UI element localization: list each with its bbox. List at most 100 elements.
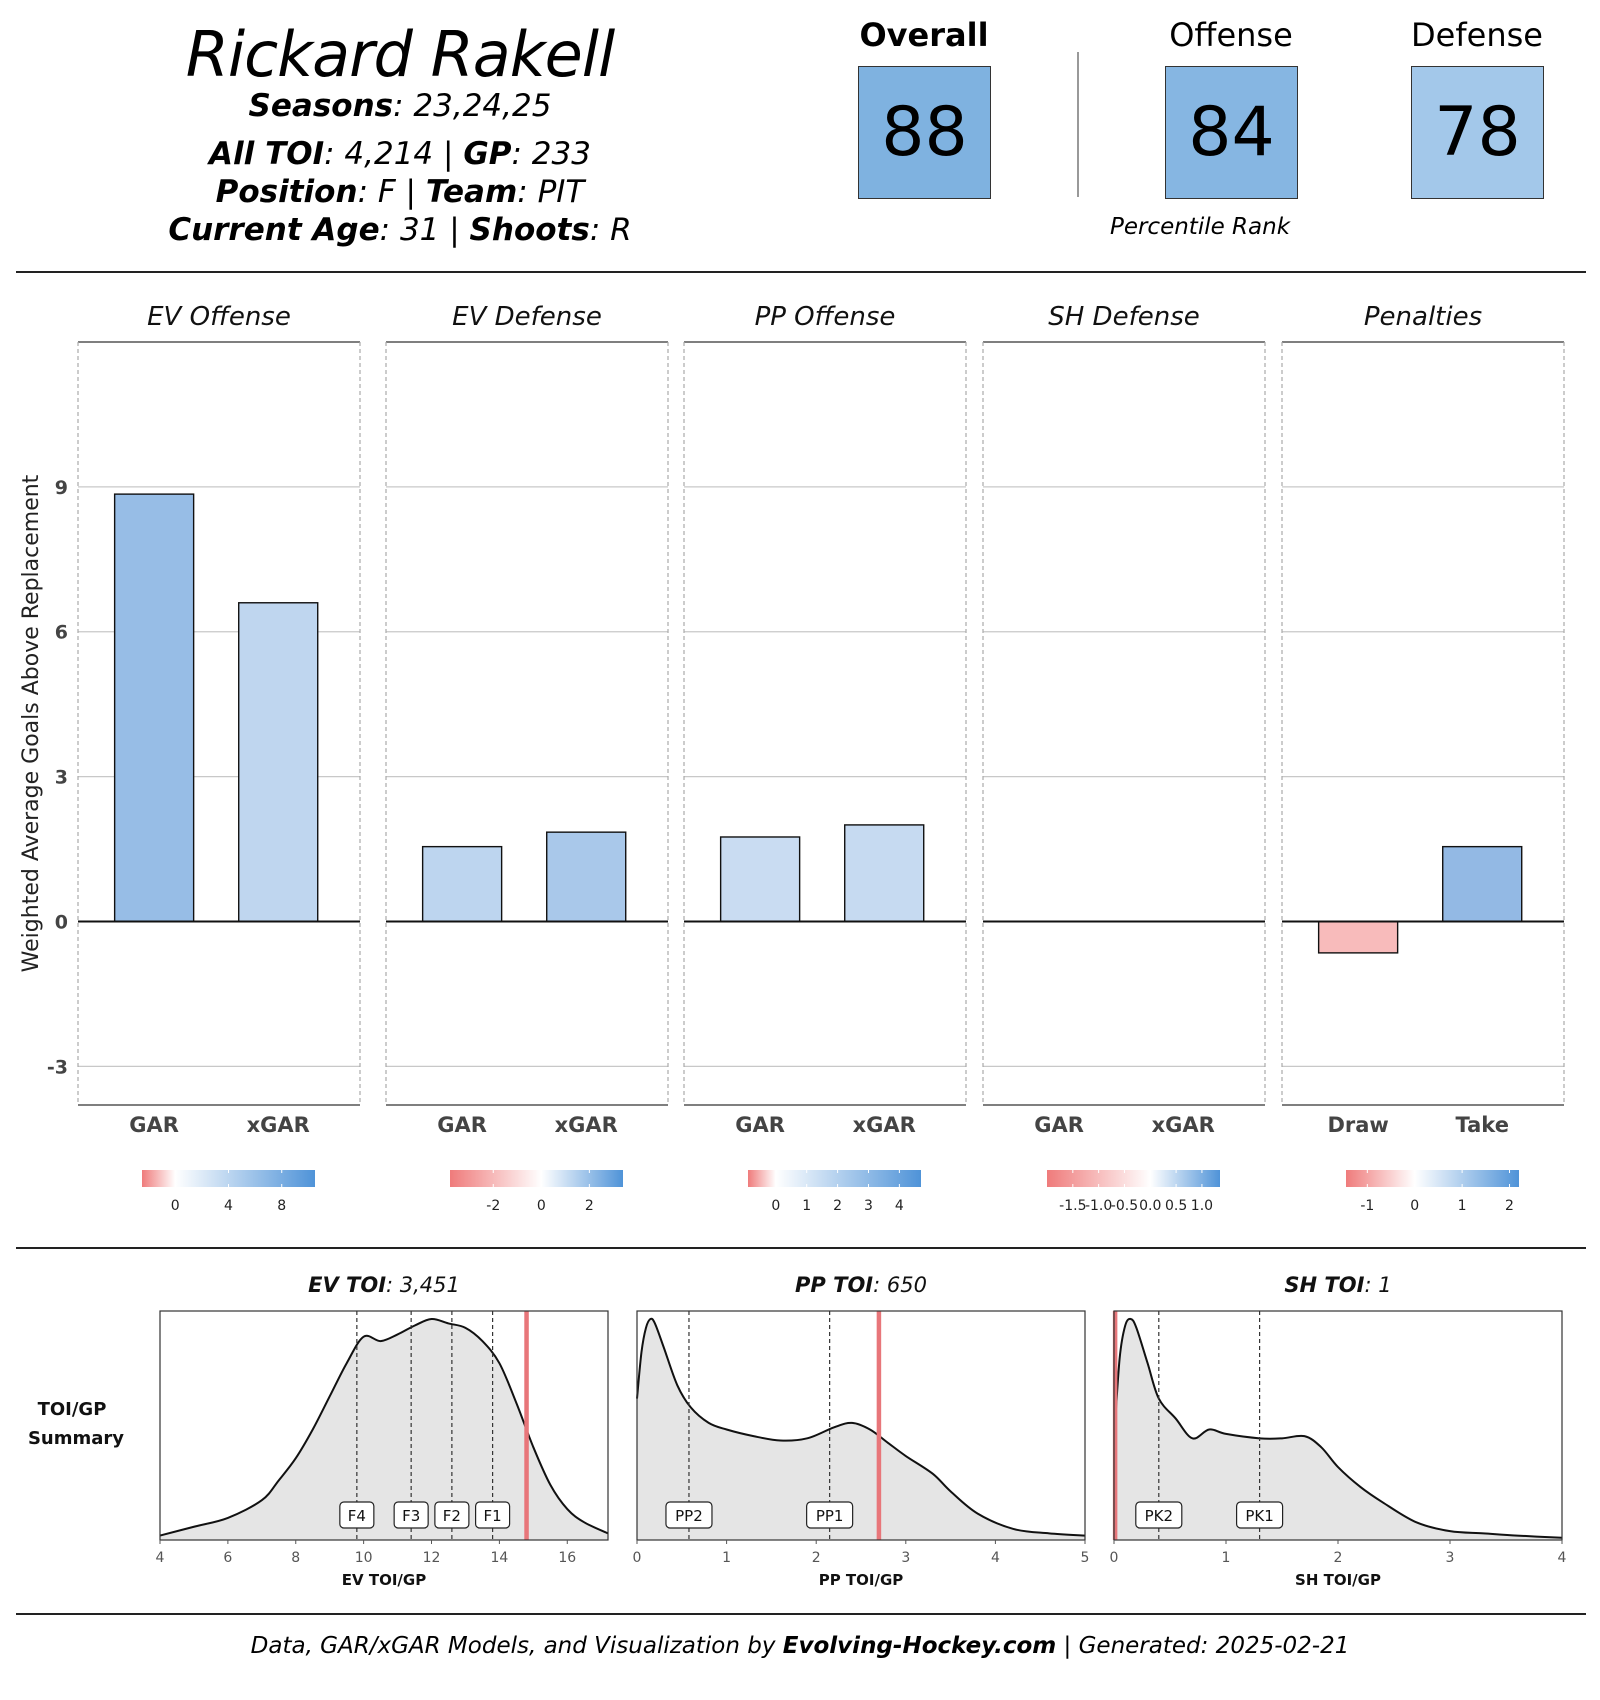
- bar-xgar: [844, 824, 925, 923]
- seasons-value: : 23,24,25: [393, 88, 552, 124]
- x-tick-label: xGAR: [247, 1113, 310, 1137]
- y-tick-label: 6: [55, 622, 68, 644]
- x-tick-label: 16: [558, 1550, 576, 1566]
- density-area: [1114, 1318, 1562, 1540]
- legend-tick-label: -1: [1360, 1198, 1374, 1214]
- defense-label: Defense: [1411, 16, 1543, 54]
- footer-credit: Data, GAR/xGAR Models, and Visualization…: [0, 1633, 1600, 1659]
- tier-marker-label: F2: [443, 1507, 461, 1525]
- panel-title: EV Offense: [147, 302, 291, 332]
- x-tick-label: GAR: [735, 1113, 785, 1137]
- density-area: [160, 1318, 608, 1540]
- x-tick-label: Take: [1456, 1113, 1509, 1137]
- x-tick-label: 3: [1446, 1550, 1455, 1566]
- x-axis-label: PP TOI/GP: [819, 1571, 904, 1589]
- toi-panel-title: SH TOI: 1: [1284, 1273, 1391, 1297]
- legend-tick-label: 0: [771, 1198, 780, 1214]
- row-label-2: Summary: [28, 1428, 124, 1449]
- overall-label: Overall: [859, 16, 989, 54]
- position-team-line: Position: F | Team: PIT: [100, 174, 700, 210]
- toi-panel: SH TOI: 1 PK2 PK1 0 1 2 3 4 SH TOI/GP: [1110, 1273, 1567, 1589]
- legend-tick-label: 0.5: [1165, 1198, 1187, 1214]
- x-tick-label: 4: [156, 1550, 165, 1566]
- x-tick-label: 10: [355, 1550, 373, 1566]
- tier-marker-box: [1235, 1501, 1284, 1529]
- gar-panel: EV Offense GAR xGAR 0 4 8: [77, 302, 361, 1214]
- player-name: Rickard Rakell: [185, 18, 615, 91]
- overall-rank-box: 88: [858, 66, 991, 199]
- x-tick-label: 4: [1558, 1550, 1567, 1566]
- tier-marker-label: PP2: [675, 1507, 703, 1525]
- gar-panel: EV Defense GAR xGAR -2 0 2: [385, 302, 669, 1214]
- toi-panel-frame: [159, 1310, 609, 1541]
- x-tick-label: 5: [1081, 1550, 1090, 1566]
- middle-divider: [16, 1247, 1586, 1249]
- bar-take: [1442, 845, 1523, 923]
- bar-gar: [113, 493, 195, 923]
- header-divider: [16, 271, 1586, 273]
- shoots-label: Shoots: [469, 212, 590, 248]
- toi-panel-frame: [636, 1310, 1086, 1541]
- age-shoots-line: Current Age: 31 | Shoots: R: [100, 212, 700, 248]
- tier-marker-label: PP1: [816, 1507, 844, 1525]
- tier-marker-box: [475, 1501, 511, 1529]
- x-tick-label: Draw: [1327, 1113, 1388, 1137]
- x-tick-label: GAR: [129, 1113, 179, 1137]
- panel-title: SH Defense: [1048, 302, 1200, 332]
- gar-panel: SH Defense GAR xGAR -1.5-1.0-0.5 0.0 0.5 1.0: [982, 302, 1266, 1214]
- toi-title-rest: : 1: [1364, 1273, 1391, 1297]
- rank-divider: [1077, 52, 1079, 197]
- x-tick-label: 14: [490, 1550, 508, 1566]
- y-tick-label: -3: [47, 1056, 68, 1078]
- legend-tick-label: 1.0: [1191, 1198, 1213, 1214]
- toi-title-rest: : 650: [873, 1273, 927, 1297]
- tier-marker-box: [806, 1501, 854, 1529]
- tier-marker-label: F1: [484, 1507, 502, 1525]
- legend-tick-label: 8: [277, 1198, 286, 1214]
- legend-tick-label: 0: [1410, 1198, 1419, 1214]
- legend-tick-label: 0.0: [1139, 1198, 1161, 1214]
- y-tick-label: 9: [55, 477, 68, 499]
- color-legend-bar: [748, 1170, 921, 1187]
- tier-marker-box: [434, 1501, 470, 1529]
- gar-bar-chart: Weighted Average Goals Above Replacement…: [19, 302, 1565, 1214]
- footer-suffix: | Generated: 2025-02-21: [1056, 1633, 1350, 1659]
- footer-prefix: Data, GAR/xGAR Models, and Visualization…: [250, 1633, 783, 1659]
- position-label: Position: [215, 174, 358, 210]
- legend-tick-label: -1.5: [1059, 1198, 1086, 1214]
- offense-value: 84: [1188, 93, 1275, 172]
- legend-tick-label: -0.5: [1111, 1198, 1138, 1214]
- tier-marker-box: [665, 1501, 713, 1529]
- toi-panel: PP TOI: 650 PP2 PP1 0 1 2 3 4 5 PP TOI/GP: [633, 1273, 1090, 1589]
- toi-title-bold: EV TOI: [308, 1273, 386, 1297]
- x-tick-label: 0: [1110, 1550, 1119, 1566]
- gar-panel: PP Offense GAR xGAR 0 1 2 3 4: [683, 302, 967, 1214]
- color-legend-bar: [142, 1170, 315, 1187]
- tier-marker-label: F4: [348, 1507, 366, 1525]
- bar-gar: [421, 845, 503, 923]
- toi-panel-title: EV TOI: 3,451: [308, 1273, 460, 1297]
- panel-title: EV Defense: [452, 302, 602, 332]
- y-axis-label: Weighted Average Goals Above Replacement: [19, 474, 44, 972]
- density-line: [159, 1317, 609, 1537]
- legend-tick-label: 3: [864, 1198, 873, 1214]
- x-tick-label: 1: [722, 1550, 731, 1566]
- seasons-label: Seasons: [248, 88, 394, 124]
- seasons-line: Seasons: 23,24,25: [100, 88, 700, 124]
- toi-title-bold: SH TOI: [1284, 1273, 1364, 1297]
- x-axis-label: EV TOI/GP: [342, 1571, 426, 1589]
- bar-xgar: [546, 831, 627, 923]
- legend-tick-label: 2: [833, 1198, 842, 1214]
- legend-tick-label: 1: [1458, 1198, 1467, 1214]
- legend-tick-label: 4: [224, 1198, 233, 1214]
- panel-title: PP Offense: [755, 302, 896, 332]
- age-label: Current Age: [168, 212, 380, 248]
- percentile-rank-label: Percentile Rank: [1109, 214, 1291, 240]
- toi-gp-line: All TOI: 4,214 | GP: 233: [100, 136, 700, 172]
- toi-value: : 4,214 |: [324, 136, 464, 172]
- bar-draw: [1317, 920, 1399, 954]
- toi-label: All TOI: [209, 136, 325, 172]
- x-tick-label: 3: [901, 1550, 910, 1566]
- bar-xgar: [238, 602, 319, 923]
